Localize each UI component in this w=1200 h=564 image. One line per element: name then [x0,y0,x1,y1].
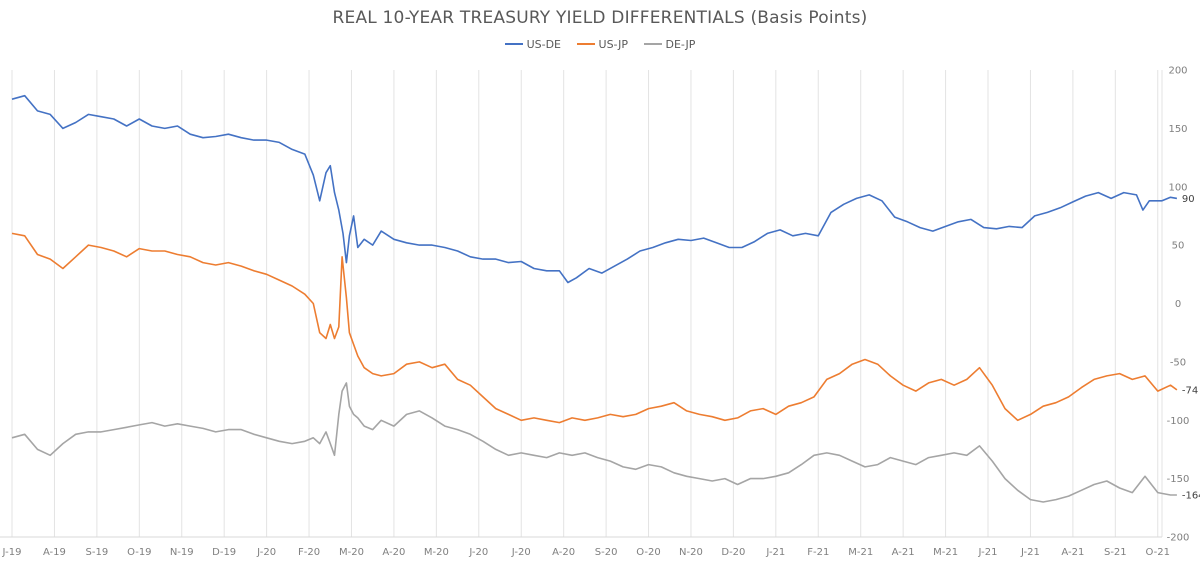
x-tick-label: N-20 [679,547,703,558]
legend-swatch-de-jp [643,43,662,45]
series-line-us-jp [11,232,1178,424]
y-tick-label: -200 [1167,533,1190,544]
series-line-us-de [11,94,1178,284]
x-tick-label: F-21 [807,547,829,558]
end-label-de-jp: -164 [1182,490,1200,501]
grid-lines [0,70,1163,538]
series-lines [11,94,1178,503]
x-tick-label: O-19 [127,547,151,558]
end-labels: 90 -74 -164 [1182,194,1200,502]
legend-label-us-de: US-DE [526,38,562,51]
y-tick-label: 150 [1168,124,1187,135]
chart-title: REAL 10-YEAR TREASURY YIELD DIFFERENTIAL… [332,8,868,28]
legend-swatch-us-jp [576,43,595,45]
legend-label-de-jp: DE-JP [665,38,696,51]
x-tick-label: A-21 [892,547,915,558]
series-line-de-jp [11,382,1177,503]
y-tick-label: -50 [1170,357,1186,368]
x-tick-label: O-20 [636,547,660,558]
x-tick-label: S-19 [86,547,109,558]
end-label-us-jp: -74 [1182,385,1198,396]
y-tick-label: 0 [1175,299,1181,310]
x-tick-label: S-21 [1104,547,1127,558]
x-tick-label: A-20 [552,547,575,558]
x-tick-label: D-19 [212,547,236,558]
legend-label-us-jp: US-JP [598,38,629,51]
x-tick-label: S-20 [595,547,618,558]
legend-item-us-de: US-DE [504,38,562,51]
y-tick-label: 200 [1168,66,1187,77]
y-tick-label: 50 [1172,241,1185,252]
legend-swatch-us-de [504,43,523,45]
x-tick-label: J-19 [2,547,22,558]
x-tick-label: N-19 [170,547,194,558]
y-tick-label: -100 [1167,416,1190,427]
x-tick-label: M-21 [933,547,958,558]
x-tick-label: J-21 [765,547,785,558]
x-tick-label: A-21 [1061,547,1084,558]
x-tick-label: J-21 [978,547,998,558]
x-tick-label: D-20 [721,547,745,558]
x-tick-label: J-20 [511,547,531,558]
x-tick-label: O-21 [1146,547,1170,558]
y-tick-label: -150 [1167,474,1190,485]
legend-item-de-jp: DE-JP [643,38,696,51]
x-tick-label: J-21 [1020,547,1040,558]
y-axis: 200 150 100 50 0 -50 -100 -150 -200 [1167,66,1190,544]
x-tick-label: A-19 [43,547,66,558]
x-tick-label: A-20 [382,547,405,558]
x-axis: J-19 A-19 S-19 O-19 N-19 D-19 J-20 F-20 M-20 A-20… [2,547,1170,558]
x-tick-label: M-21 [848,547,873,558]
legend-item-us-jp: US-JP [576,38,629,51]
x-tick-label: M-20 [424,547,449,558]
x-tick-label: F-20 [298,547,320,558]
x-tick-label: J-20 [468,547,488,558]
y-tick-label: 100 [1168,182,1187,193]
end-label-us-de: 90 [1182,194,1195,205]
legend: US-DE US-JP DE-JP [0,38,1200,51]
x-tick-label: M-20 [339,547,364,558]
x-tick-label: J-20 [256,547,276,558]
